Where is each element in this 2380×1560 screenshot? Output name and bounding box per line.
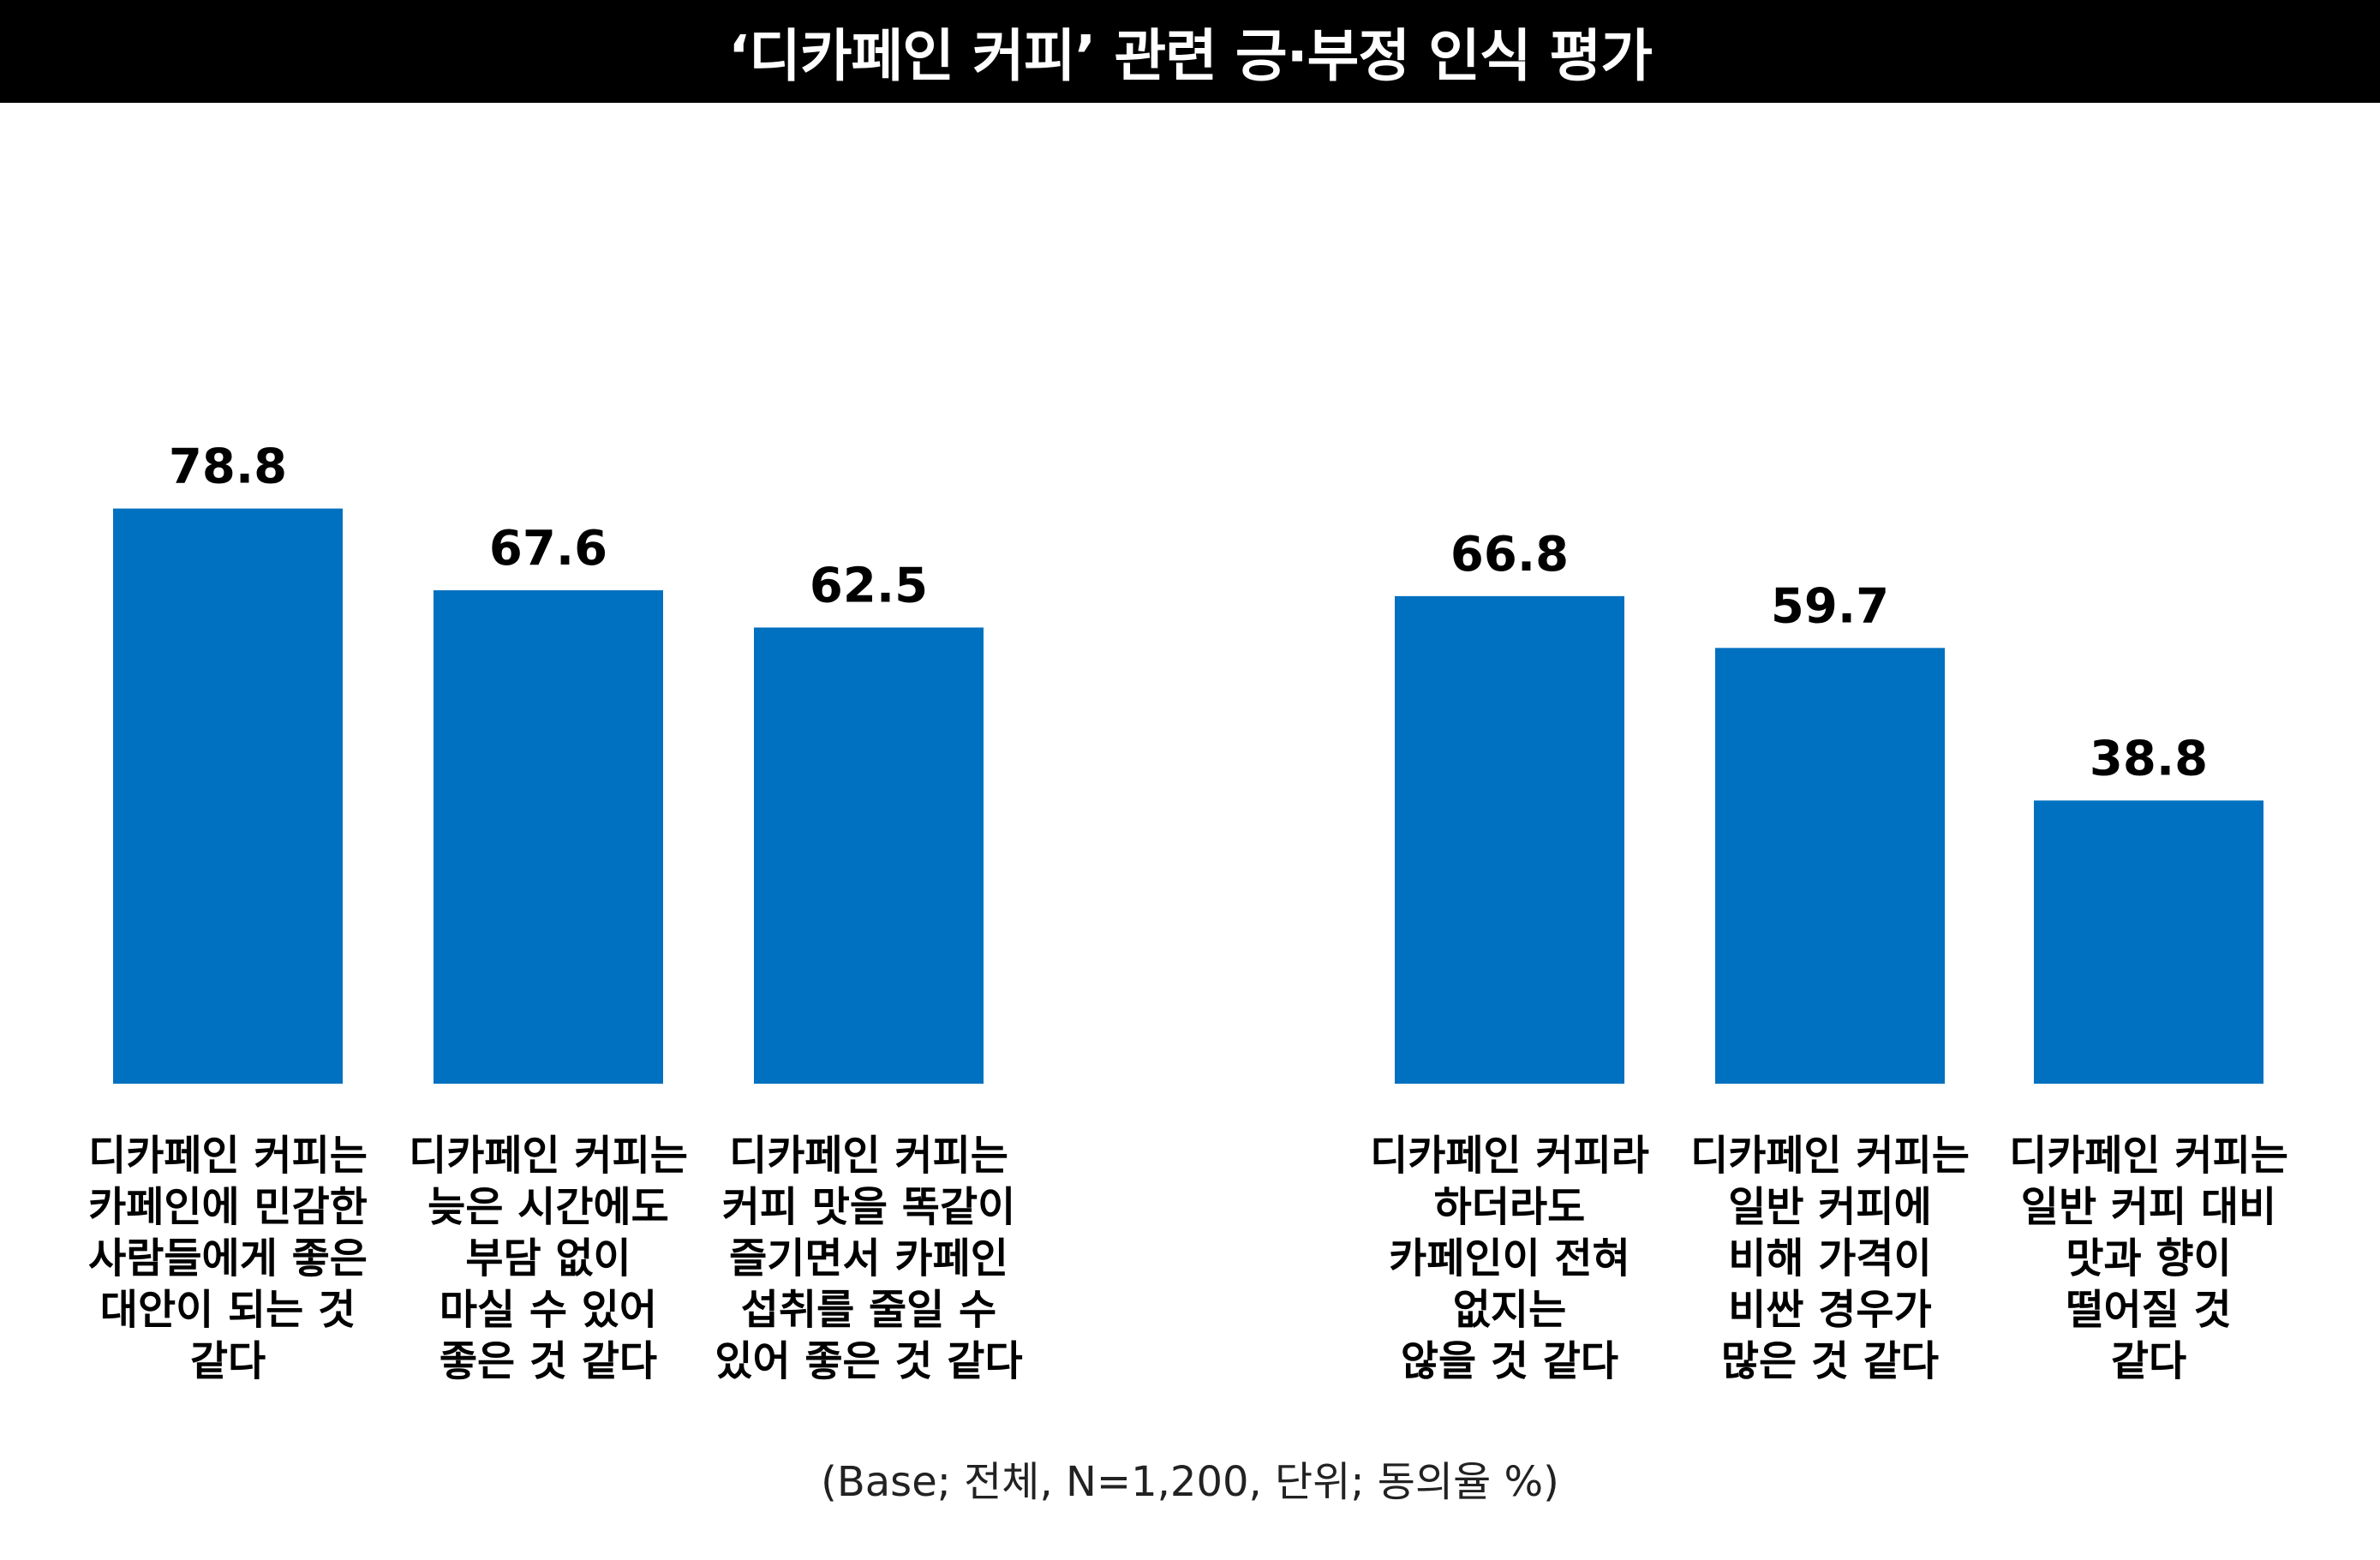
category-label-line: 대안이 되는 것 — [100, 1286, 356, 1334]
category-label-line: 디카페인 커피는 — [729, 1132, 1008, 1180]
category-label-line: 않을 것 같다 — [1401, 1337, 1618, 1385]
category-label-line: 떨어질 것 — [2066, 1286, 2231, 1334]
category-label-line: 없지는 — [1453, 1286, 1566, 1334]
category-label-line: 디카페인 커피는 — [409, 1132, 688, 1180]
category-label-line: 커피 맛을 똑같이 — [722, 1183, 1016, 1231]
category-label-line: 맛과 향이 — [2066, 1234, 2231, 1282]
category-label-line: 디카페인 커피는 — [1690, 1132, 1970, 1180]
category-label-line: 디카페인 커피는 — [2009, 1132, 2288, 1180]
category-label-line: 많은 것 같다 — [1721, 1337, 1939, 1385]
category-label-line: 일반 커피에 — [1728, 1183, 1932, 1231]
category-label-line: 마실 수 있어 — [440, 1286, 657, 1334]
category-label-line: 부담 없이 — [465, 1234, 631, 1282]
category-label-line: 디카페인 커피라 — [1370, 1132, 1649, 1180]
category-label-5: 디카페인 커피는 일반 커피에 비해 가격이 비싼 경우가 많은 것 같다 — [1690, 1132, 1970, 1385]
footnote: (Base; 전체, N=1,200, 단위; 동의율 %) — [821, 1458, 1559, 1506]
category-label-line: 비해 가격이 — [1728, 1234, 1932, 1282]
category-label-line: 섭취를 줄일 수 — [741, 1286, 996, 1334]
bar-1 — [113, 508, 343, 1084]
category-label-line: 사람들에게 좋은 — [88, 1234, 368, 1282]
category-label-3: 디카페인 커피는 커피 맛을 똑같이 즐기면서 카페인 섭취를 줄일 수 있어 좋은 것… — [715, 1132, 1022, 1385]
chart-title: ‘디카페인 커피’ 관련 긍·부정 인식 평가 — [728, 23, 1653, 89]
category-label-6: 디카페인 커피는 일반 커피 대비 맛과 향이 떨어질 것 같다 — [2009, 1132, 2288, 1385]
value-label-4: 66.8 — [1450, 527, 1569, 583]
category-label-line: 있어 좋은 것 같다 — [715, 1337, 1022, 1385]
value-label-6: 38.8 — [2090, 731, 2208, 786]
bar-2 — [434, 590, 663, 1084]
bar-5 — [1715, 648, 1945, 1084]
category-label-1: 디카페인 커피는 카페인에 민감한 사람들에게 좋은 대안이 되는 것 같다 — [88, 1132, 368, 1385]
category-label-line: 같다 — [190, 1337, 266, 1385]
category-label-line: 같다 — [2111, 1337, 2186, 1385]
bar-3 — [754, 627, 984, 1084]
category-label-line: 즐기면서 카페인 — [729, 1234, 1008, 1282]
title-bar: ‘디카페인 커피’ 관련 긍·부정 인식 평가 — [0, 0, 2380, 103]
category-label-line: 좋은 것 같다 — [440, 1337, 657, 1385]
value-label-2: 67.6 — [489, 521, 607, 577]
category-label-line: 디카페인 커피는 — [88, 1132, 368, 1180]
value-label-5: 59.7 — [1771, 578, 1889, 634]
category-label-line: 카페인이 전혀 — [1389, 1234, 1630, 1282]
category-label-line: 카페인에 민감한 — [88, 1183, 368, 1231]
category-label-line: 늦은 시간에도 — [428, 1183, 669, 1231]
bar-6 — [2034, 800, 2263, 1084]
category-label-4: 디카페인 커피라 하더라도 카페인이 전혀 없지는 않을 것 같다 — [1370, 1132, 1649, 1385]
category-label-line: 하더라도 — [1434, 1183, 1586, 1231]
value-label-1: 78.8 — [169, 439, 287, 495]
category-label-line: 비싼 경우가 — [1728, 1286, 1932, 1334]
category-label-2: 디카페인 커피는 늦은 시간에도 부담 없이 마실 수 있어 좋은 것 같다 — [409, 1132, 688, 1385]
value-label-3: 62.5 — [810, 559, 928, 614]
bar-4 — [1395, 595, 1624, 1084]
category-label-line: 일반 커피 대비 — [2021, 1183, 2276, 1231]
